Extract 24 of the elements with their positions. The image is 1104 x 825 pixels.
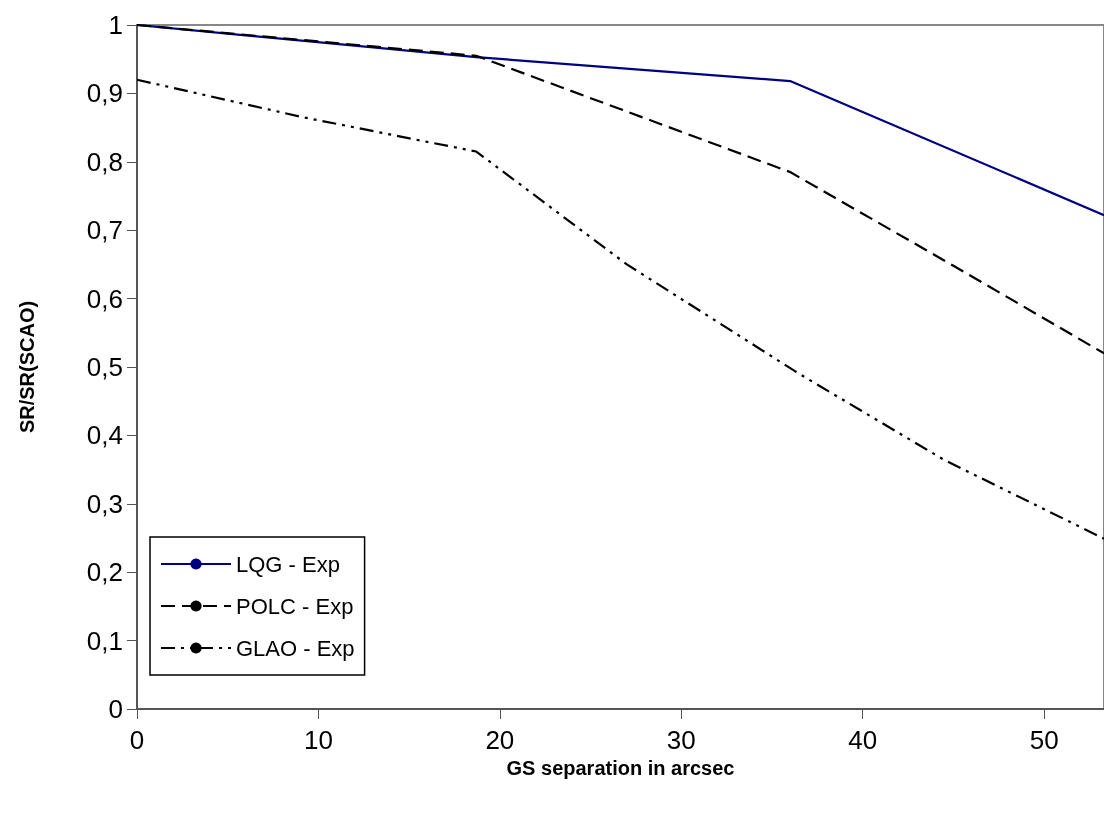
x-tick-label: 50 — [1029, 725, 1059, 755]
x-tick-label: 40 — [848, 725, 878, 755]
y-tick-label: 0,9 — [86, 78, 123, 109]
y-axis-title: SR/SR(SCAO) — [16, 300, 38, 434]
x-axis-title: GS separation in arcsec — [506, 756, 735, 779]
y-tick-label: 0,8 — [86, 146, 123, 177]
x-tick-label: 0 — [129, 725, 145, 755]
y-tick-label: 0,4 — [86, 420, 123, 451]
legend-label: LQG - Exp — [236, 551, 340, 577]
y-tick-label: 0,6 — [86, 283, 123, 314]
y-tick-label: 0,3 — [86, 488, 123, 519]
line-series — [135, 23, 1104, 355]
y-tick-label: 0 — [108, 694, 123, 724]
line-series — [135, 78, 1104, 540]
y-tick-label: 0,1 — [86, 625, 123, 656]
x-tick-label: 20 — [485, 725, 515, 755]
y-tick-label: 1 — [108, 10, 123, 40]
x-tick-label: 10 — [303, 725, 333, 755]
y-tick-label: 0,2 — [86, 557, 123, 588]
y-tick-label: 0,7 — [86, 215, 123, 246]
y-tick-label: 0,5 — [86, 352, 123, 382]
x-tick-label: 30 — [666, 725, 696, 755]
legend-label: GLAO - Exp — [236, 635, 355, 661]
legend-label: POLC - Exp — [236, 593, 354, 619]
